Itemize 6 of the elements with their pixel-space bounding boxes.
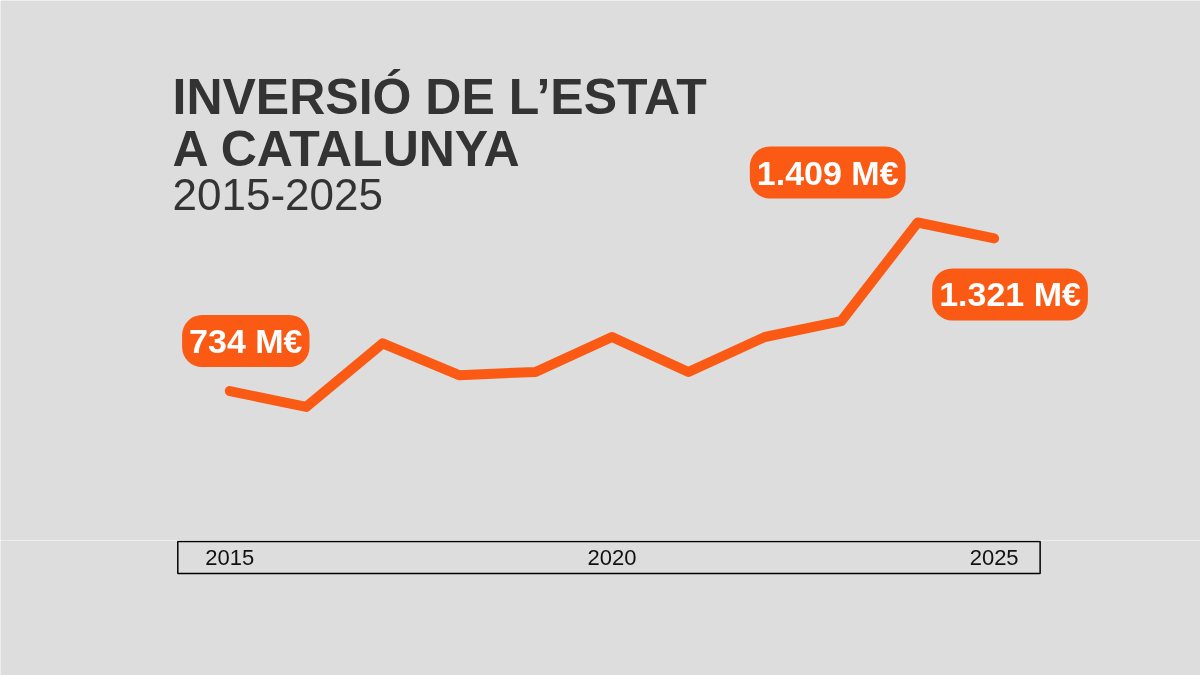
- annotation: 734 M€: [189, 322, 303, 361]
- annotation: 1.409 M€: [756, 153, 899, 192]
- x-tick-label: 2015: [205, 545, 255, 570]
- annotation: 1.321 M€: [939, 275, 1081, 314]
- x-tick-label: 2025: [969, 545, 1019, 570]
- x-tick-label: 2020: [587, 545, 637, 570]
